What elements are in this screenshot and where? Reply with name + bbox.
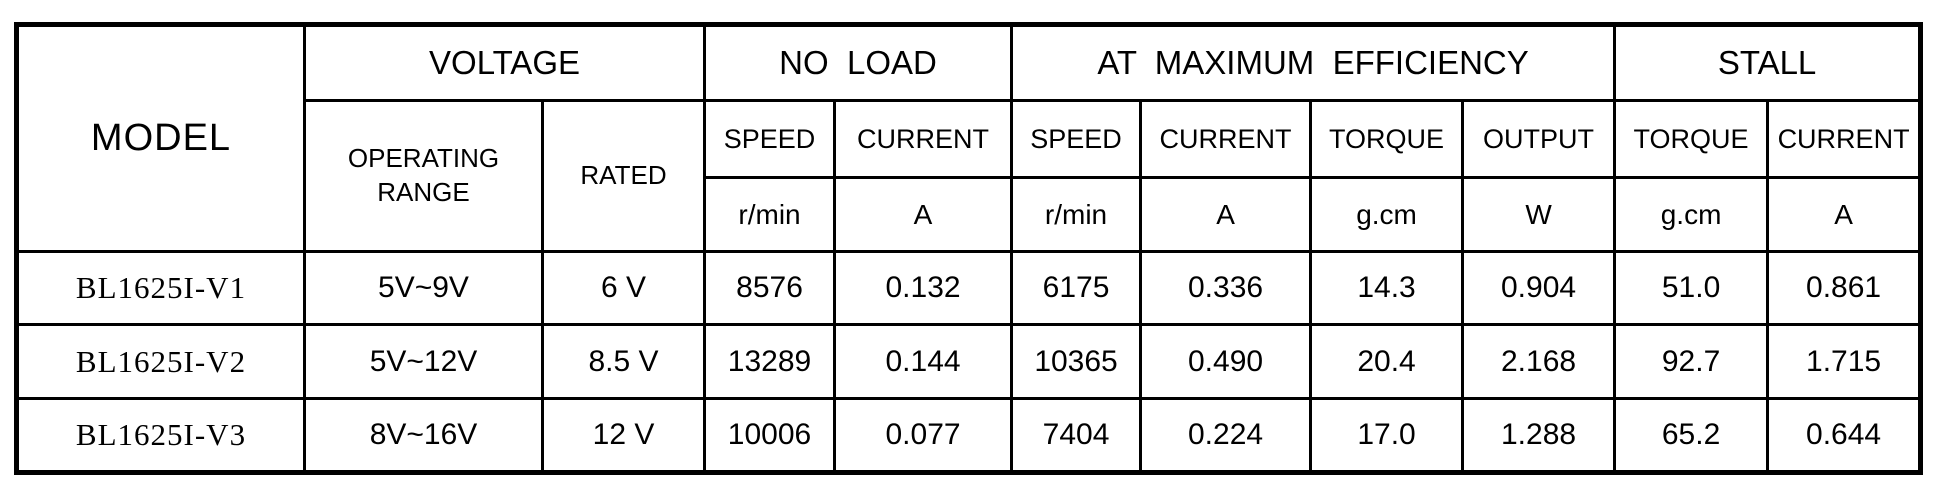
row1-maxeff-current: 0.336 bbox=[1139, 250, 1313, 326]
header-group-voltage: VOLTAGE bbox=[302, 23, 707, 102]
row2-noload-current: 0.144 bbox=[833, 323, 1014, 400]
row2-maxeff-current: 0.490 bbox=[1139, 323, 1313, 400]
sub-header-row: OPERATING RANGE RATED SPEED CURRENT SPEE… bbox=[17, 99, 1923, 253]
header-noload-speed: SPEED bbox=[703, 99, 837, 179]
header-maxeff-output: OUTPUT bbox=[1461, 99, 1617, 179]
unit-stall-torque: g.cm bbox=[1613, 176, 1770, 253]
row3-stall-torque: 65.2 bbox=[1613, 397, 1770, 474]
unit-maxeff-torque: g.cm bbox=[1309, 176, 1465, 253]
header-group-stall: STALL bbox=[1613, 23, 1923, 102]
group-header-row: MODEL VOLTAGE NO LOAD AT MAXIMUM EFFICIE… bbox=[15, 23, 1923, 253]
header-maxeff-speed: SPEED bbox=[1010, 99, 1143, 179]
row1-rated: 6 V bbox=[540, 250, 707, 326]
row1-noload-speed: 8576 bbox=[703, 250, 837, 326]
row1-stall-torque: 51.0 bbox=[1613, 250, 1770, 326]
header-operating-range: OPERATING RANGE bbox=[303, 99, 544, 253]
row3-maxeff-speed: 7404 bbox=[1010, 397, 1143, 474]
row3-stall-current: 0.644 bbox=[1766, 397, 1923, 474]
header-maxeff-torque: TORQUE bbox=[1309, 99, 1465, 179]
row1-operating-range: 5V~9V bbox=[303, 250, 544, 326]
row3-noload-current: 0.077 bbox=[833, 397, 1014, 474]
row2-stall-current: 1.715 bbox=[1766, 323, 1923, 400]
units-row: r/min A r/min A g.cm W g.cm A bbox=[17, 176, 1923, 253]
row3-noload-speed: 10006 bbox=[703, 397, 837, 474]
header-model: MODEL bbox=[15, 23, 306, 253]
row1-noload-current: 0.132 bbox=[833, 250, 1014, 326]
table-row: BL1625I-V1 5V~9V 6 V 8576 0.132 6175 0.3… bbox=[15, 250, 1923, 326]
row3-maxeff-current: 0.224 bbox=[1139, 397, 1313, 474]
header-noload-current: CURRENT bbox=[833, 99, 1014, 179]
row2-maxeff-output: 2.168 bbox=[1461, 323, 1617, 400]
row3-operating-range: 8V~16V bbox=[303, 397, 544, 474]
row2-noload-speed: 13289 bbox=[703, 323, 837, 400]
unit-noload-speed: r/min bbox=[703, 176, 837, 253]
operating-range-line2: RANGE bbox=[377, 177, 470, 207]
row1-model: BL1625I-V1 bbox=[15, 250, 306, 326]
row1-maxeff-speed: 6175 bbox=[1010, 250, 1143, 326]
header-group-max-efficiency: AT MAXIMUM EFFICIENCY bbox=[1010, 23, 1617, 102]
row1-maxeff-output: 0.904 bbox=[1461, 250, 1617, 326]
header-stall-torque: TORQUE bbox=[1613, 99, 1770, 179]
row3-rated: 12 V bbox=[540, 397, 707, 474]
header-stall-current: CURRENT bbox=[1766, 99, 1923, 179]
unit-noload-current: A bbox=[833, 176, 1014, 253]
operating-range-line1: OPERATING bbox=[347, 143, 500, 174]
row3-maxeff-torque: 17.0 bbox=[1309, 397, 1465, 474]
row3-maxeff-output: 1.288 bbox=[1461, 397, 1617, 474]
row2-operating-range: 5V~12V bbox=[303, 323, 544, 400]
table-row: BL1625I-V3 8V~16V 12 V 10006 0.077 7404 … bbox=[15, 397, 1923, 474]
unit-stall-current: A bbox=[1766, 176, 1923, 253]
unit-maxeff-current: A bbox=[1139, 176, 1313, 253]
row3-model: BL1625I-V3 bbox=[15, 397, 306, 474]
unit-maxeff-output: W bbox=[1461, 176, 1617, 253]
header-rated: RATED bbox=[540, 99, 707, 253]
motor-spec-table: MODEL VOLTAGE NO LOAD AT MAXIMUM EFFICIE… bbox=[14, 22, 1924, 475]
header-maxeff-current: CURRENT bbox=[1139, 99, 1313, 179]
row2-maxeff-speed: 10365 bbox=[1010, 323, 1143, 400]
row2-stall-torque: 92.7 bbox=[1613, 323, 1770, 400]
row1-stall-current: 0.861 bbox=[1766, 250, 1923, 326]
table-row: BL1625I-V2 5V~12V 8.5 V 13289 0.144 1036… bbox=[15, 323, 1923, 400]
row2-model: BL1625I-V2 bbox=[15, 323, 306, 400]
row2-maxeff-torque: 20.4 bbox=[1309, 323, 1465, 400]
row1-maxeff-torque: 14.3 bbox=[1309, 250, 1465, 326]
unit-maxeff-speed: r/min bbox=[1010, 176, 1143, 253]
row2-rated: 8.5 V bbox=[540, 323, 707, 400]
header-group-no-load: NO LOAD bbox=[703, 23, 1014, 102]
